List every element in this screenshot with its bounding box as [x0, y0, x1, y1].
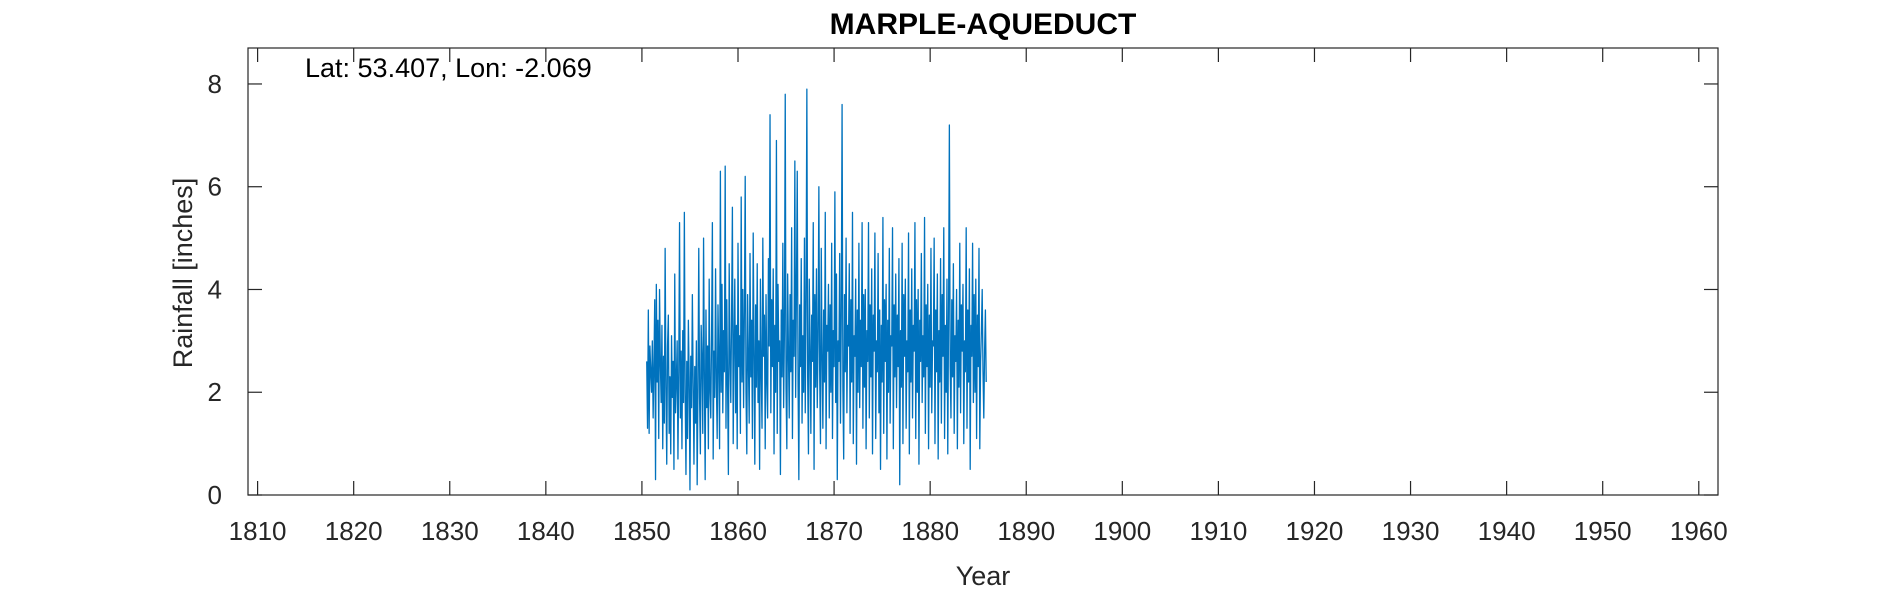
x-tick-label: 1820 — [325, 516, 383, 546]
x-tick-label: 1960 — [1670, 516, 1728, 546]
chart-title: MARPLE-AQUEDUCT — [830, 8, 1137, 41]
axis-tick-labels: 1810 1820 1830 1840 1850 1860 1870 1880 1890 1900… — [208, 69, 1728, 546]
x-tick-label: 1840 — [517, 516, 575, 546]
x-tick-label: 1850 — [613, 516, 671, 546]
x-tick-label: 1830 — [421, 516, 479, 546]
x-tick-label: 1950 — [1574, 516, 1632, 546]
x-tick-label: 1900 — [1093, 516, 1151, 546]
x-axis-label: Year — [956, 561, 1011, 591]
x-tick-label: 1920 — [1286, 516, 1344, 546]
y-tick-label: 4 — [208, 274, 222, 304]
plot-area — [247, 47, 1719, 496]
x-tick-label: 1940 — [1478, 516, 1536, 546]
x-tick-label: 1890 — [997, 516, 1055, 546]
rainfall-series-line — [646, 88, 987, 491]
y-axis-label: Rainfall [inches] — [168, 178, 198, 369]
y-tick-label: 0 — [208, 480, 222, 510]
location-annotation: Lat: 53.407, Lon: -2.069 — [305, 53, 592, 83]
x-tick-label: 1810 — [229, 516, 287, 546]
x-tick-label: 1860 — [709, 516, 767, 546]
y-tick-label: 8 — [208, 69, 222, 99]
x-tick-label: 1930 — [1382, 516, 1440, 546]
x-tick-label: 1880 — [901, 516, 959, 546]
y-tick-label: 2 — [208, 377, 222, 407]
x-tick-label: 1910 — [1189, 516, 1247, 546]
axis-ticks — [248, 48, 1718, 496]
y-tick-label: 6 — [208, 172, 222, 202]
x-tick-label: 1870 — [805, 516, 863, 546]
